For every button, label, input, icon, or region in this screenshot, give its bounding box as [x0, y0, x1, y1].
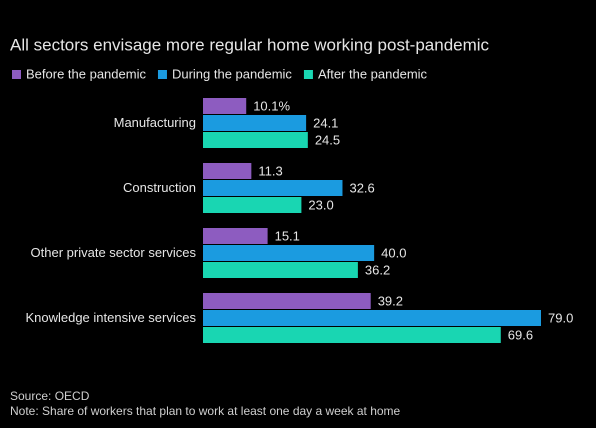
bar	[203, 327, 501, 343]
value-label: 32.6	[349, 180, 374, 195]
legend-swatch	[12, 70, 21, 79]
bar	[203, 163, 252, 179]
value-label: 24.5	[315, 132, 340, 147]
category-label: Knowledge intensive services	[25, 310, 196, 325]
category-label: Construction	[123, 180, 196, 195]
value-label: 36.2	[365, 262, 390, 277]
bar	[203, 228, 268, 244]
value-label: 24.1	[313, 115, 338, 130]
note: Note: Share of workers that plan to work…	[10, 404, 401, 418]
value-label: 23.0	[308, 197, 333, 212]
bar	[203, 115, 307, 131]
bar	[203, 197, 302, 213]
bar	[203, 310, 541, 326]
value-label: 69.6	[508, 327, 533, 342]
legend-swatch	[157, 70, 167, 79]
source: Source: OECD	[10, 389, 90, 403]
value-label: 11.3	[258, 163, 282, 178]
bar	[203, 245, 375, 261]
category-label: Other private sector services	[31, 245, 197, 260]
value-label: 40.0	[381, 245, 406, 260]
chart-title: All sectors envisage more regular home w…	[10, 35, 490, 54]
legend-label: After the pandemic	[318, 66, 428, 81]
bar	[203, 180, 343, 196]
bar	[203, 293, 371, 309]
bar	[203, 98, 247, 114]
bar	[203, 262, 358, 278]
value-label: 79.0	[548, 310, 573, 325]
value-label: 10.1%	[253, 98, 290, 113]
legend-swatch	[303, 70, 313, 79]
legend-label: Before the pandemic	[26, 66, 146, 81]
category-label: Manufacturing	[114, 115, 196, 130]
value-label: 15.1	[275, 228, 300, 243]
bar	[203, 132, 308, 148]
legend-label: During the pandemic	[172, 66, 292, 81]
value-label: 39.2	[378, 293, 403, 308]
